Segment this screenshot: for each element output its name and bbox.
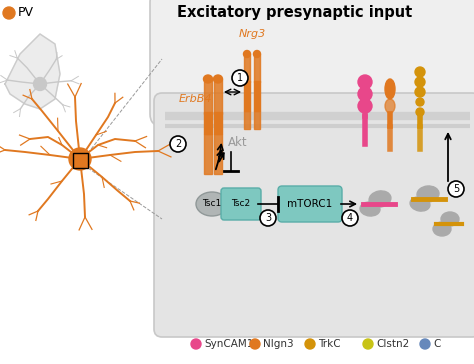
Bar [73,153,88,168]
Text: Tsc2: Tsc2 [231,199,251,209]
Circle shape [420,339,430,349]
Ellipse shape [433,222,451,236]
Text: SynCAM1: SynCAM1 [204,339,254,349]
Text: 1: 1 [237,73,243,83]
FancyBboxPatch shape [154,93,474,337]
Ellipse shape [244,51,250,58]
Text: 3: 3 [265,213,271,223]
Ellipse shape [417,186,439,202]
Circle shape [250,339,260,349]
Bar [204,134,212,174]
Text: ErbB4: ErbB4 [178,94,212,104]
Ellipse shape [410,197,430,211]
Bar [244,111,250,129]
Text: mTORC1: mTORC1 [287,199,333,209]
Bar [254,81,260,111]
Circle shape [415,87,425,97]
Circle shape [448,181,464,197]
Ellipse shape [385,79,395,99]
Circle shape [358,87,372,101]
Circle shape [3,7,15,19]
Bar [254,111,260,129]
Circle shape [232,70,248,86]
Circle shape [416,108,424,116]
Bar [244,54,250,82]
Circle shape [342,210,358,226]
Circle shape [305,339,315,349]
Text: Clstn2: Clstn2 [376,339,409,349]
Ellipse shape [213,75,222,83]
Ellipse shape [196,192,228,216]
Circle shape [358,75,372,89]
Circle shape [170,136,186,152]
FancyBboxPatch shape [278,186,342,222]
Circle shape [69,148,91,170]
Bar [204,79,212,114]
Text: 2: 2 [175,139,181,149]
Polygon shape [5,34,60,109]
Circle shape [260,210,276,226]
Circle shape [363,339,373,349]
Text: Nrg3: Nrg3 [238,29,265,39]
Bar [254,54,260,82]
Ellipse shape [360,202,380,216]
Bar [244,81,250,111]
Text: 4: 4 [347,213,353,223]
Bar [214,79,222,114]
Ellipse shape [254,51,261,58]
Text: Excitatory presynaptic input: Excitatory presynaptic input [177,4,413,20]
Ellipse shape [385,99,395,113]
Circle shape [415,77,425,87]
Circle shape [416,98,424,106]
Ellipse shape [369,191,391,207]
FancyBboxPatch shape [221,188,261,220]
Circle shape [358,99,372,113]
Bar [214,112,222,134]
Circle shape [191,339,201,349]
Text: C: C [433,339,440,349]
Circle shape [415,67,425,77]
Text: Akt: Akt [228,135,247,149]
Bar [214,134,222,174]
Bar [204,112,212,134]
Circle shape [34,78,46,91]
Text: Nlgn3: Nlgn3 [263,339,293,349]
Text: PV: PV [18,7,34,20]
Ellipse shape [203,75,212,83]
Text: TrkC: TrkC [318,339,341,349]
FancyBboxPatch shape [150,0,474,126]
Text: Tsc1: Tsc1 [202,199,222,209]
Text: 5: 5 [453,184,459,194]
Ellipse shape [441,212,459,226]
